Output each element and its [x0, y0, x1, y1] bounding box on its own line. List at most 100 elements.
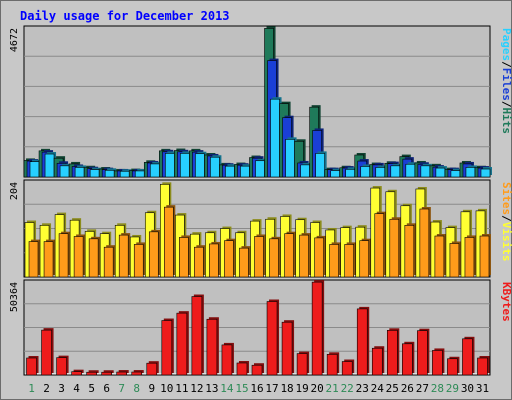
- x-tick-label-day-25: 25: [386, 382, 399, 395]
- legend-entry: Sites: [500, 182, 512, 215]
- x-tick-label-day-18: 18: [280, 382, 293, 395]
- sites-bar-day-24: [374, 213, 385, 278]
- x-tick-label-day-15: 15: [235, 382, 248, 395]
- bar-shadow: [88, 370, 99, 373]
- x-tick-label-day-5: 5: [88, 382, 95, 395]
- x-tick-label-day-1: 1: [28, 382, 35, 395]
- bar-shadow: [103, 370, 114, 373]
- sites-bar-day-29: [449, 243, 460, 278]
- pages-bar-day-23: [360, 166, 371, 178]
- pages-bar-day-10: [165, 153, 175, 178]
- pages-bar-day-18: [285, 139, 295, 178]
- sites-bar-day-1: [28, 241, 39, 278]
- sites-bar-day-26: [404, 225, 415, 278]
- x-tick-label-day-30: 30: [461, 382, 474, 395]
- kbytes-bar-day-14: [221, 344, 233, 376]
- pages-bar-day-2: [44, 153, 55, 178]
- kbytes-bar-day-26: [402, 343, 413, 376]
- pages-bar-day-17: [270, 98, 280, 178]
- sites-bar-day-18: [284, 233, 294, 278]
- kbytes-bar-day-31: [477, 357, 488, 376]
- pages-bar-day-27: [420, 165, 431, 178]
- legend-entry: Pages: [500, 28, 512, 61]
- x-tick-label-day-9: 9: [148, 382, 155, 395]
- kbytes-bar-day-18: [281, 321, 293, 376]
- pages-bar-day-6: [104, 170, 115, 178]
- sites-bar-day-23: [359, 240, 370, 278]
- sites-bar-day-6: [103, 246, 114, 278]
- x-tick-label-day-28: 28: [431, 382, 444, 395]
- bar-shadow: [118, 370, 129, 373]
- sites-bar-day-3: [58, 233, 69, 278]
- kbytes-bar-day-24: [371, 347, 383, 376]
- kbytes-bar-day-22: [341, 361, 353, 376]
- x-tick-label-day-23: 23: [356, 382, 369, 395]
- chart-title: Daily usage for December 2013: [20, 9, 230, 23]
- x-tick-label-day-13: 13: [205, 382, 218, 395]
- kbytes-bar-day-29: [447, 358, 458, 376]
- sites-bar-day-20: [314, 237, 324, 278]
- x-tick-label-day-22: 22: [341, 382, 354, 395]
- kbytes-bar-day-8: [131, 371, 143, 376]
- pages-bar-day-29: [450, 170, 461, 178]
- pages-bar-day-22: [345, 169, 355, 178]
- pages-bar-day-16: [255, 160, 265, 178]
- sites-bar-day-30: [464, 237, 475, 278]
- hits-files-pages-axis-max-label: 4672: [9, 28, 20, 52]
- pages-bar-day-24: [375, 167, 386, 178]
- pages-bar-day-5: [89, 169, 100, 178]
- x-tick-label-day-14: 14: [220, 382, 234, 395]
- x-tick-label-day-27: 27: [416, 382, 429, 395]
- sites-bar-day-27: [419, 208, 430, 278]
- pages-bar-day-15: [240, 165, 250, 178]
- visits-sites-panel: 204: [9, 179, 491, 278]
- pages-bar-day-19: [300, 164, 310, 178]
- sites-bar-day-7: [118, 234, 129, 278]
- kbytes-bar-day-13: [206, 318, 218, 376]
- kbytes-bar-day-19: [296, 353, 308, 376]
- kbytes-bar-day-11: [176, 312, 188, 376]
- legend-entry: Files: [500, 68, 512, 101]
- x-tick-label-day-4: 4: [73, 382, 80, 395]
- bar-shadow: [133, 370, 144, 373]
- sites-bar-day-2: [43, 241, 54, 278]
- pages-bar-day-31: [480, 168, 491, 178]
- legend-kbytes: KBytes: [500, 282, 512, 322]
- x-tick-label-day-20: 20: [311, 382, 324, 395]
- sites-bar-day-25: [389, 218, 400, 278]
- x-tick-label-day-10: 10: [160, 382, 173, 395]
- x-tick-label-day-17: 17: [265, 382, 278, 395]
- pages-bar-day-26: [405, 163, 416, 178]
- kbytes-bar-day-15: [236, 362, 248, 376]
- pages-bar-day-28: [435, 167, 446, 178]
- hits-files-pages-plot-area: [23, 25, 491, 178]
- x-tick-label-day-7: 7: [118, 382, 125, 395]
- sites-bar-day-13: [209, 243, 219, 278]
- kbytes-bar-day-21: [326, 354, 338, 376]
- legend-entry: /: [500, 101, 512, 108]
- sites-bar-day-12: [194, 246, 204, 278]
- x-tick-label-day-2: 2: [43, 382, 50, 395]
- kbytes-bar-day-27: [417, 330, 428, 376]
- kbytes-bar-day-16: [251, 364, 263, 376]
- kbytes-bar-day-10: [161, 320, 173, 376]
- sites-bar-day-9: [148, 231, 159, 278]
- x-tick-label-day-12: 12: [190, 382, 203, 395]
- pages-bar-day-9: [149, 163, 160, 178]
- legend-entry: /: [500, 61, 512, 68]
- sites-bar-day-31: [479, 235, 490, 278]
- x-tick-label-day-26: 26: [401, 382, 414, 395]
- bar-shadow: [73, 369, 84, 373]
- legend-pages-files-hits: Pages/Files/Hits: [500, 28, 512, 134]
- x-tick-label-day-19: 19: [295, 382, 308, 395]
- x-tick-label-day-3: 3: [58, 382, 65, 395]
- kbytes-bar-day-7: [116, 371, 128, 376]
- pages-bar-day-8: [134, 170, 145, 178]
- pages-bar-day-14: [225, 165, 235, 178]
- x-tick-label-day-8: 8: [133, 382, 140, 395]
- legend-sites-visits: Sites/Visits: [500, 182, 512, 262]
- pages-bar-day-11: [180, 153, 190, 178]
- x-tick-label-day-11: 11: [175, 382, 188, 395]
- kbytes-bar-day-9: [146, 362, 158, 376]
